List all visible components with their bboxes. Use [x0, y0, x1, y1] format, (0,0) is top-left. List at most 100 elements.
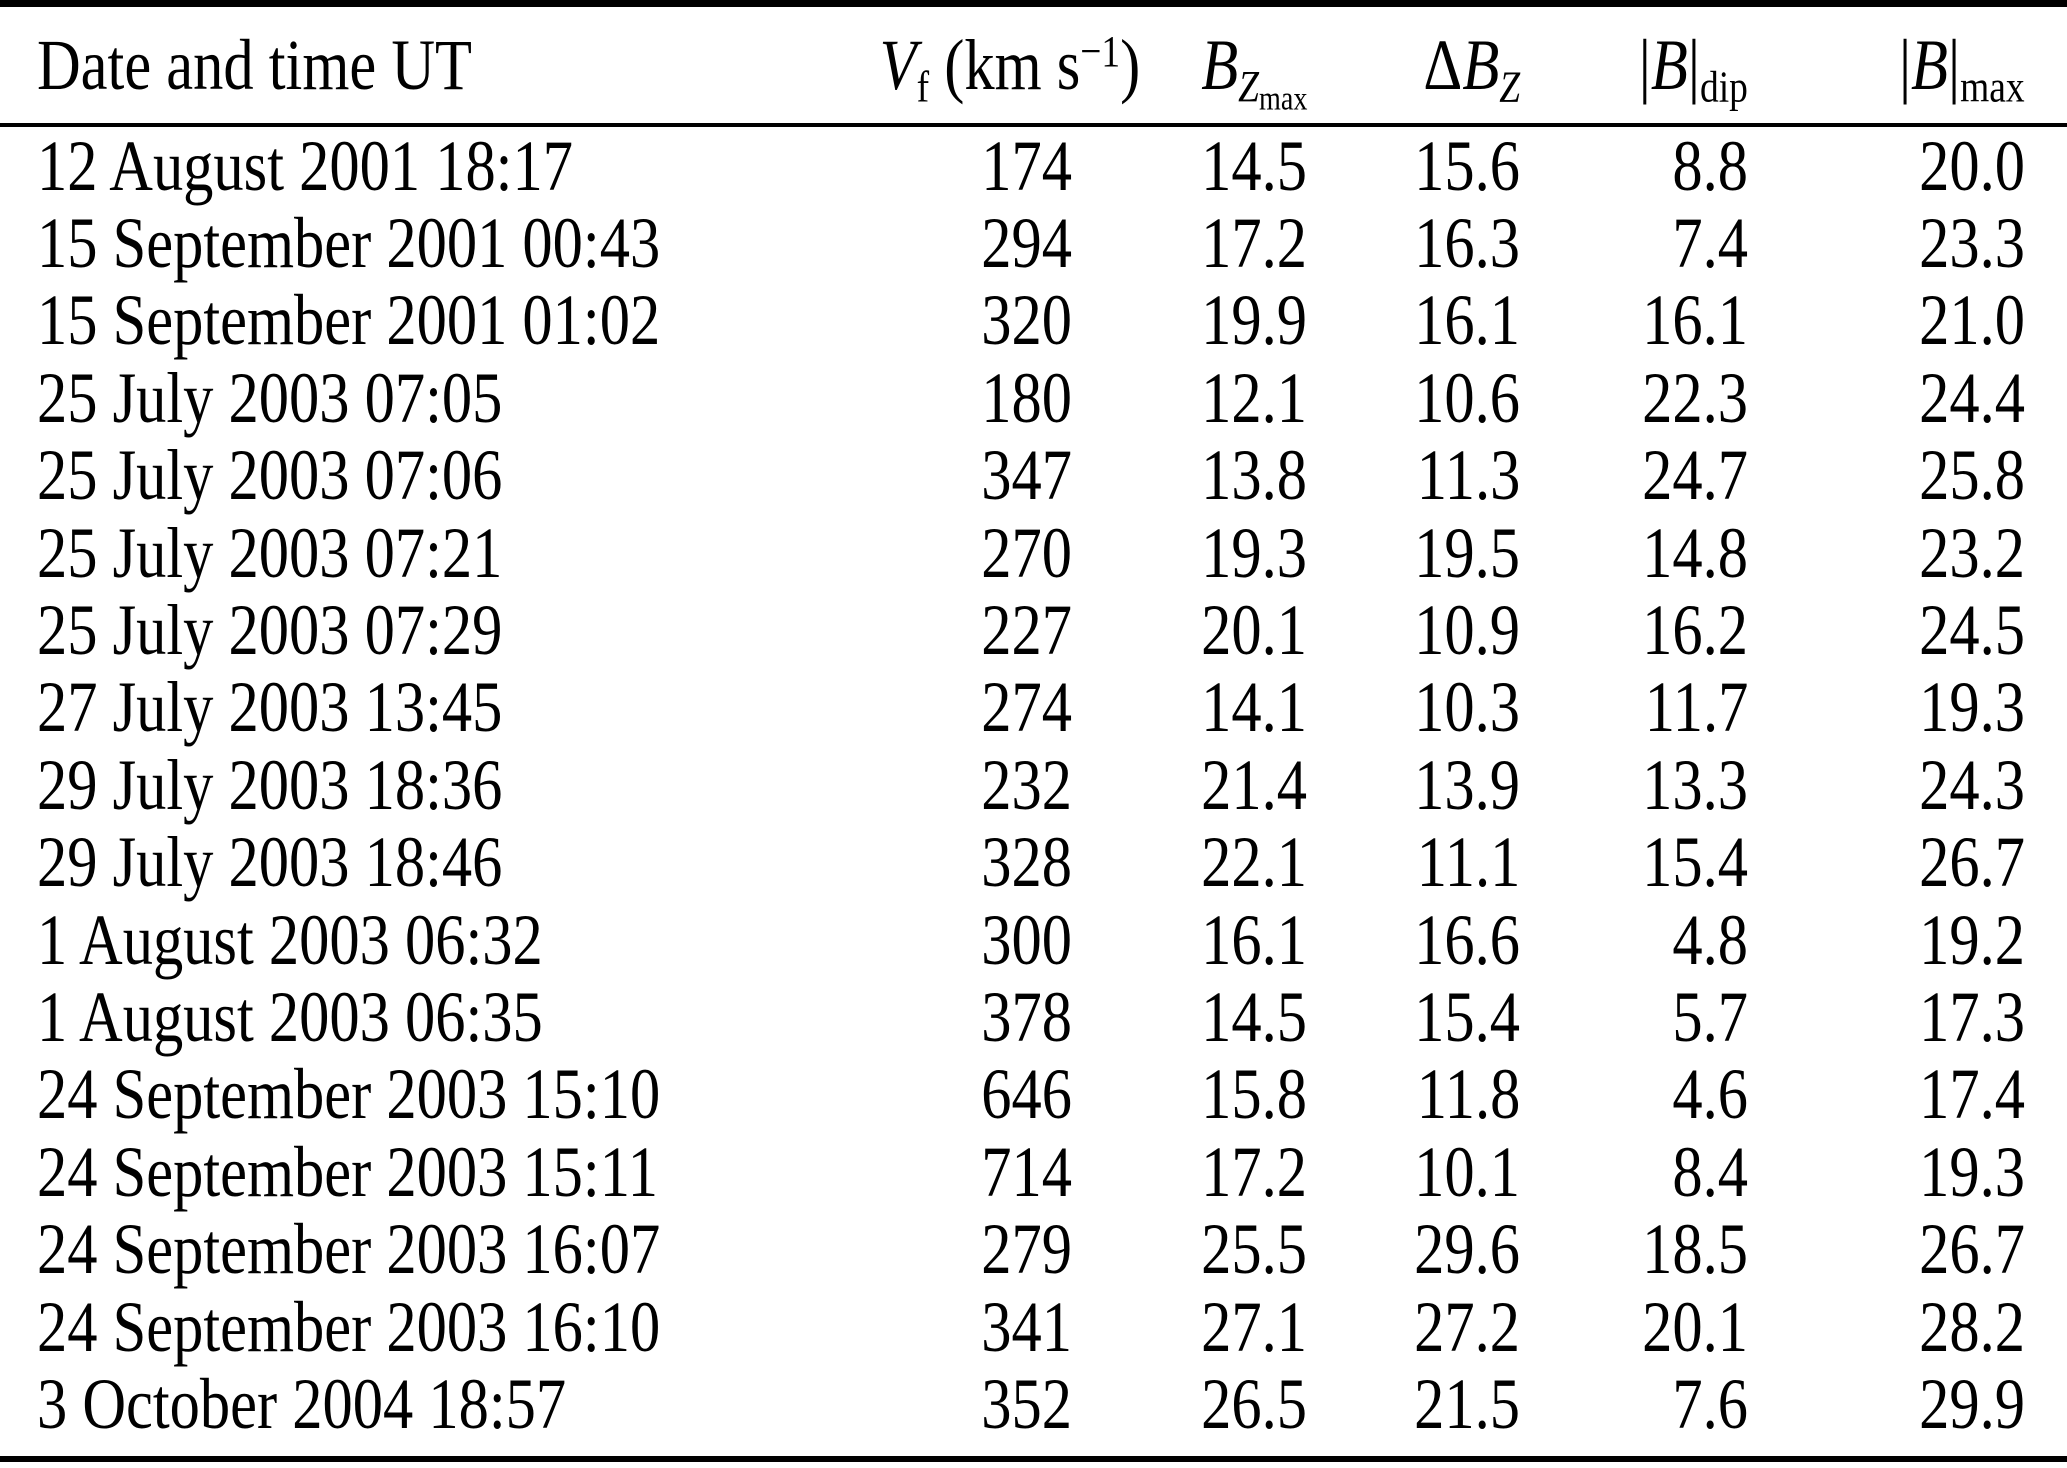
table-row: 15 September 2001 01:02 320 19.9 16.1 16… — [0, 282, 2067, 359]
vf-cell: 352 — [981, 1363, 1072, 1444]
bzmax-cell: 27.1 — [1201, 1286, 1307, 1367]
vf-cell: 646 — [981, 1054, 1072, 1135]
bdip-cell: 8.4 — [1672, 1131, 1748, 1212]
date-cell: 25 July 2003 07:29 — [37, 590, 503, 671]
bzmax-cell: 14.5 — [1201, 125, 1307, 206]
bzmax-cell: 16.1 — [1201, 899, 1307, 980]
date-cell: 15 September 2001 00:43 — [37, 203, 661, 284]
table-row: 25 July 2003 07:21 270 19.3 19.5 14.8 23… — [0, 514, 2067, 591]
bzmax-cell: 20.1 — [1201, 590, 1307, 671]
dbz-cell: 16.3 — [1414, 203, 1520, 284]
vf-cell: 227 — [981, 590, 1072, 671]
vf-cell: 378 — [981, 976, 1072, 1057]
col-header-bmax-label: |B|max — [1899, 25, 2025, 112]
bzmax-cell: 19.3 — [1201, 512, 1307, 593]
bdip-cell: 22.3 — [1642, 357, 1748, 438]
bmax-cell: 23.3 — [1919, 203, 2025, 284]
col-header-bzmax: BZmax — [1072, 7, 1307, 127]
bmax-cell: 26.7 — [1919, 1209, 2025, 1290]
bmax-cell: 26.7 — [1919, 822, 2025, 903]
col-header-date-label: Date and time UT — [37, 25, 472, 105]
col-header-bdip-label: |B|dip — [1638, 25, 1748, 112]
dbz-cell: 16.1 — [1414, 280, 1520, 361]
bmax-cell: 19.2 — [1919, 899, 2025, 980]
vf-cell: 320 — [981, 280, 1072, 361]
date-cell: 25 July 2003 07:06 — [37, 435, 503, 516]
date-cell: 29 July 2003 18:36 — [37, 744, 503, 825]
date-cell: 25 July 2003 07:21 — [37, 512, 503, 593]
bmax-cell: 17.4 — [1919, 1054, 2025, 1135]
dbz-cell: 10.3 — [1414, 667, 1520, 748]
table-row: 24 September 2003 15:10 646 15.8 11.8 4.… — [0, 1056, 2067, 1133]
vf-cell: 300 — [981, 899, 1072, 980]
col-header-bdip: |B|dip — [1520, 7, 1748, 127]
date-cell: 24 September 2003 16:10 — [37, 1286, 661, 1367]
date-cell: 25 July 2003 07:05 — [37, 357, 503, 438]
bmax-cell: 19.3 — [1919, 667, 2025, 748]
date-cell: 12 August 2001 18:17 — [37, 125, 573, 206]
bzmax-cell: 26.5 — [1201, 1363, 1307, 1444]
dbz-cell: 10.6 — [1414, 357, 1520, 438]
top-rule — [0, 0, 2067, 7]
date-cell: 24 September 2003 15:11 — [37, 1131, 658, 1212]
bzmax-cell: 21.4 — [1201, 744, 1307, 825]
date-cell: 1 August 2003 06:32 — [37, 899, 543, 980]
col-header-vf: Vf (km s−1) — [830, 7, 1140, 127]
bmax-cell: 19.3 — [1919, 1131, 2025, 1212]
col-header-bzmax-label: BZmax — [1200, 25, 1307, 118]
date-cell: 15 September 2001 01:02 — [37, 280, 661, 361]
dbz-cell: 11.1 — [1416, 822, 1520, 903]
vf-cell: 274 — [981, 667, 1072, 748]
bdip-cell: 7.4 — [1672, 203, 1748, 284]
dbz-cell: 10.9 — [1414, 590, 1520, 671]
bzmax-cell: 25.5 — [1201, 1209, 1307, 1290]
date-cell: 27 July 2003 13:45 — [37, 667, 503, 748]
bzmax-cell: 14.5 — [1201, 976, 1307, 1057]
bdip-cell: 7.6 — [1672, 1363, 1748, 1444]
dbz-cell: 10.1 — [1414, 1131, 1520, 1212]
date-cell: 29 July 2003 18:46 — [37, 822, 503, 903]
table-row: 24 September 2003 16:07 279 25.5 29.6 18… — [0, 1210, 2067, 1287]
date-cell: 24 September 2003 16:07 — [37, 1209, 661, 1290]
bzmax-cell: 14.1 — [1201, 667, 1307, 748]
table-row: 24 September 2003 16:10 341 27.1 27.2 20… — [0, 1288, 2067, 1365]
bdip-cell: 18.5 — [1642, 1209, 1748, 1290]
bzmax-cell: 17.2 — [1201, 203, 1307, 284]
bdip-cell: 14.8 — [1642, 512, 1748, 593]
dbz-cell: 27.2 — [1414, 1286, 1520, 1367]
table-row: 25 July 2003 07:05 180 12.1 10.6 22.3 24… — [0, 359, 2067, 436]
table-row: 1 August 2003 06:35 378 14.5 15.4 5.7 17… — [0, 978, 2067, 1055]
vf-cell: 232 — [981, 744, 1072, 825]
bmax-cell: 24.4 — [1919, 357, 2025, 438]
bdip-cell: 8.8 — [1672, 125, 1748, 206]
header-row: Date and time UT Vf (km s−1) BZmax ΔBZ |… — [0, 7, 2067, 127]
bzmax-cell: 17.2 — [1201, 1131, 1307, 1212]
table-row: 24 September 2003 15:11 714 17.2 10.1 8.… — [0, 1133, 2067, 1210]
vf-cell: 341 — [981, 1286, 1072, 1367]
date-cell: 3 October 2004 18:57 — [37, 1363, 567, 1444]
vf-cell: 279 — [981, 1209, 1072, 1290]
vf-cell: 270 — [981, 512, 1072, 593]
dbz-cell: 19.5 — [1414, 512, 1520, 593]
bdip-cell: 16.2 — [1642, 590, 1748, 671]
bdip-cell: 11.7 — [1644, 667, 1748, 748]
bdip-cell: 20.1 — [1642, 1286, 1748, 1367]
table-row: 15 September 2001 00:43 294 17.2 16.3 7.… — [0, 204, 2067, 281]
bzmax-cell: 15.8 — [1201, 1054, 1307, 1135]
dbz-cell: 21.5 — [1414, 1363, 1520, 1444]
dbz-cell: 11.8 — [1416, 1054, 1520, 1135]
bzmax-cell: 19.9 — [1201, 280, 1307, 361]
col-header-vf-label: Vf (km s−1) — [879, 25, 1141, 112]
bmax-cell: 28.2 — [1919, 1286, 2025, 1367]
vf-cell: 174 — [981, 125, 1072, 206]
bdip-cell: 4.8 — [1672, 899, 1748, 980]
table-row: 12 August 2001 18:17 174 14.5 15.6 8.8 2… — [0, 125, 2067, 204]
vf-cell: 294 — [981, 203, 1072, 284]
dbz-cell: 15.4 — [1414, 976, 1520, 1057]
dbz-cell: 16.6 — [1414, 899, 1520, 980]
vf-cell: 328 — [981, 822, 1072, 903]
table-row: 3 October 2004 18:57 352 26.5 21.5 7.6 2… — [0, 1365, 2067, 1442]
bmax-cell: 25.8 — [1919, 435, 2025, 516]
table-row: 25 July 2003 07:29 227 20.1 10.9 16.2 24… — [0, 591, 2067, 668]
bmax-cell: 17.3 — [1919, 976, 2025, 1057]
